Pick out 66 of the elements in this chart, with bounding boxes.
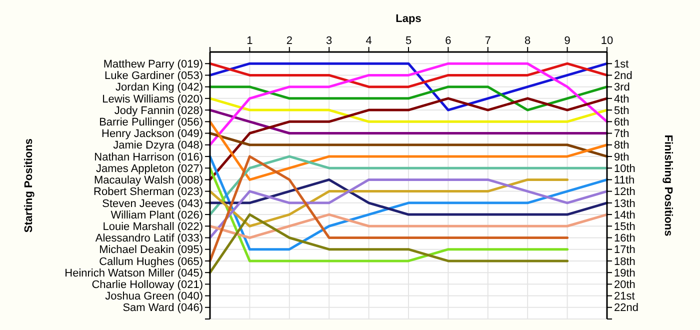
y-tick-label: 8th [614,140,630,152]
text: Macaulay Walsh (008) [94,174,203,187]
y-tick-label: 1st [614,58,629,70]
line-series [208,213,569,274]
text: Sam Ward (046) [122,302,203,314]
x-tick-label: 5 [405,35,412,47]
y-tick-label: 3rd [614,82,630,94]
text: Jordan King (042) [116,82,203,94]
x-tick-label: 2 [286,35,292,47]
line-series [208,178,608,216]
text: Luke Gardiner (053) [104,70,203,82]
y-tick-label: 12th [614,186,636,198]
y-tick-label: 16th [614,232,636,245]
x-tick-label: 6 [445,35,452,47]
text: Jody Fannin (028) [114,104,203,117]
text: Alessandro Latif (033) [95,232,203,245]
line-series [208,97,608,181]
x-tick-label: 4 [366,35,372,47]
x-tick-label: 1 [246,35,253,47]
y-tick-label: 7th [614,128,630,140]
x-tick-label: 8 [524,35,531,47]
text: Barrie Pullinger (056) [99,116,203,128]
y-tick-label: 6th [614,116,630,128]
y-tick-label: 11th [614,174,635,187]
y-tick-label: 19th [614,267,636,280]
line-series [208,62,608,146]
text: Henry Jackson (049) [102,128,203,140]
x-tick-label: 3 [326,35,332,47]
text: Louie Marshall (022) [102,220,203,233]
text: Joshua Green (040) [105,290,203,303]
line-series [208,155,608,251]
y-tick-label: 10th [614,162,636,175]
text: Matthew Parry (019) [103,58,203,70]
text: Callum Hughes (065) [99,256,203,268]
y-tick-label: 14th [614,209,636,222]
y-tick-label: 15th [614,220,636,233]
text: Jamie Dzyra (048) [113,140,203,152]
line-series [208,120,608,181]
text: Robert Sherman (023) [94,186,203,198]
text: Charlie Holloway (021) [92,279,203,292]
line-series [208,62,608,112]
text: Lewis Williams (020) [102,93,203,106]
text: Michael Deakin (095) [99,244,203,256]
text: Heinrich Watson Miller (045) [64,267,203,280]
y-tick-label: 17th [614,244,636,256]
y-tick-label: 18th [614,256,636,268]
y-tick-label: 13th [614,198,636,210]
text: William Plant (026) [110,209,203,222]
x-axis-title: Laps [396,13,422,25]
text: Nathan Harrison (016) [94,151,203,164]
y-tick-label: 4th [614,93,630,106]
x-tick-label: 9 [564,35,570,47]
text: Steven Jeeves (043) [102,198,203,210]
y-tick-label: 21st [614,290,635,303]
line-series [208,178,569,228]
y-tick-label: 2nd [614,70,632,82]
y-tick-label: 22nd [614,302,638,314]
y-tick-label: 20th [614,279,636,292]
x-tick-label: 7 [484,35,491,47]
y-axis-title: Finishing Positions [662,134,674,236]
text: James Appleton (027) [96,162,203,175]
text: Starting Positions [23,138,35,233]
line-series [208,178,608,239]
x-tick-label: 10 [600,35,614,47]
y-tick-label: 5th [614,104,630,117]
y-tick-label: 9th [614,151,630,164]
